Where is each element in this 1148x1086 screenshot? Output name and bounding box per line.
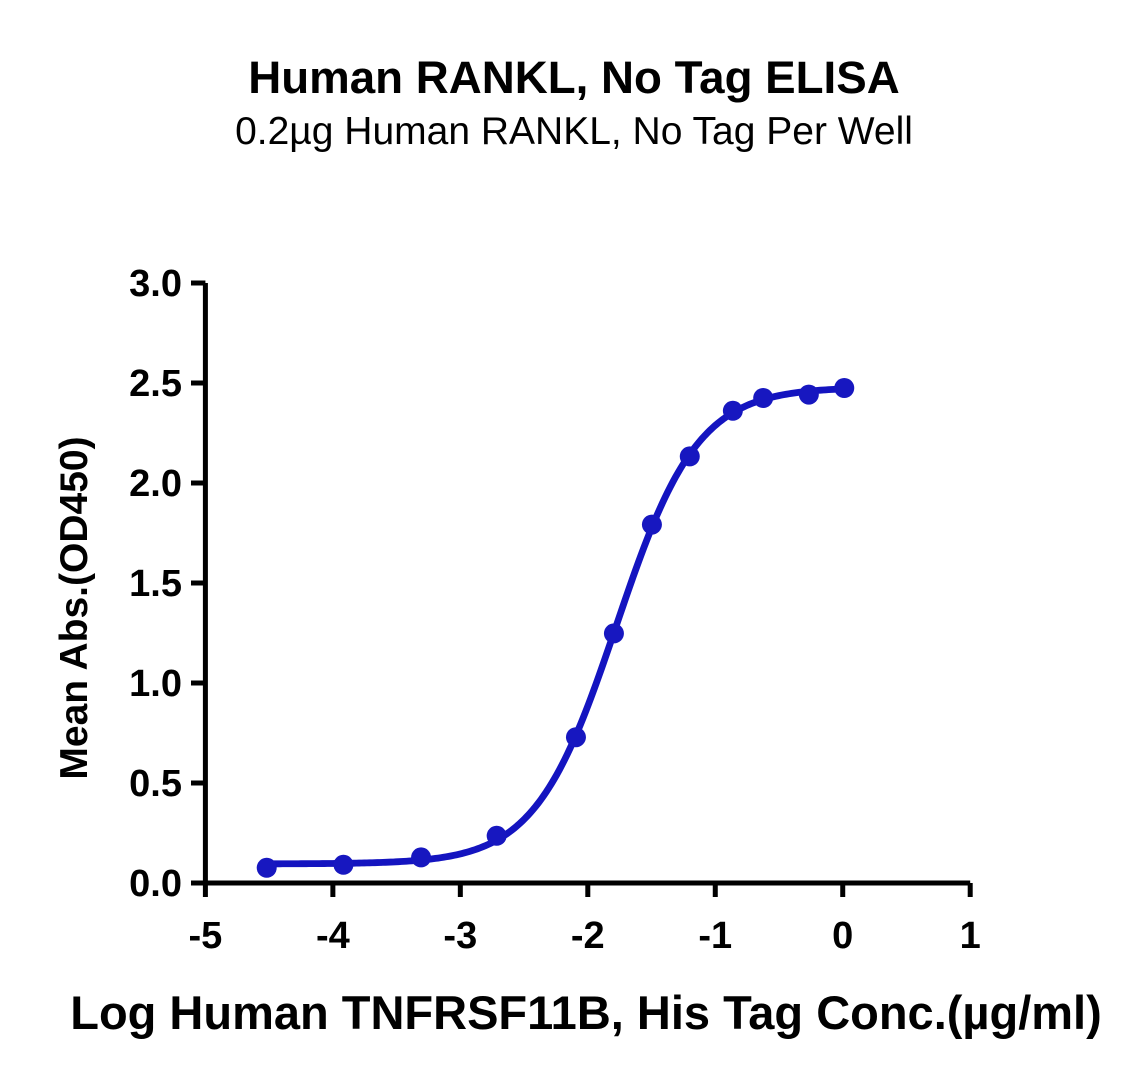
svg-text:0: 0 bbox=[832, 915, 853, 957]
svg-text:3.0: 3.0 bbox=[129, 263, 182, 305]
svg-text:-5: -5 bbox=[189, 915, 223, 957]
svg-text:0.0: 0.0 bbox=[129, 863, 182, 905]
svg-text:1.5: 1.5 bbox=[129, 563, 182, 605]
svg-text:-4: -4 bbox=[316, 915, 350, 957]
svg-text:-2: -2 bbox=[571, 915, 605, 957]
svg-text:2.5: 2.5 bbox=[129, 363, 182, 405]
svg-text:1.0: 1.0 bbox=[129, 663, 182, 705]
svg-text:1: 1 bbox=[960, 915, 981, 957]
svg-text:2.0: 2.0 bbox=[129, 463, 182, 505]
svg-text:-3: -3 bbox=[443, 915, 477, 957]
svg-text:-1: -1 bbox=[698, 915, 732, 957]
svg-text:0.5: 0.5 bbox=[129, 763, 182, 805]
